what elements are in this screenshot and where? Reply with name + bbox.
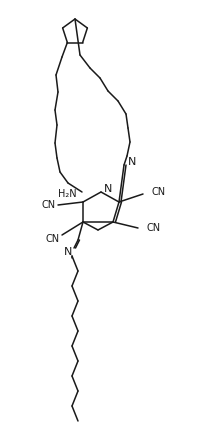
Text: H₂N: H₂N <box>58 189 76 199</box>
Text: CN: CN <box>46 234 60 244</box>
Text: CN: CN <box>42 200 56 210</box>
Text: CN: CN <box>147 223 161 233</box>
Text: N: N <box>104 184 112 194</box>
Text: CN: CN <box>152 187 166 197</box>
Text: N: N <box>64 247 72 257</box>
Text: N: N <box>128 157 136 167</box>
